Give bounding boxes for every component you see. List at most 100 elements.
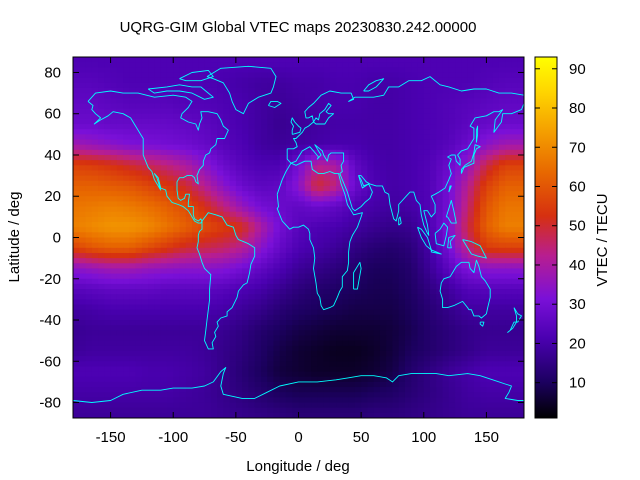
heatmap-cell bbox=[448, 314, 456, 321]
heatmap-cell bbox=[91, 87, 99, 94]
heatmap-cell bbox=[260, 335, 268, 342]
heatmap-cell bbox=[367, 103, 375, 110]
heatmap-cell bbox=[85, 402, 93, 409]
heatmap-cell bbox=[210, 82, 218, 89]
heatmap-cell bbox=[141, 268, 149, 275]
heatmap-cell bbox=[342, 309, 350, 316]
heatmap-cell bbox=[505, 330, 513, 337]
heatmap-cell bbox=[173, 103, 181, 110]
heatmap-cell bbox=[98, 299, 105, 306]
heatmap-cell bbox=[135, 165, 143, 172]
heatmap-cell bbox=[292, 108, 300, 115]
heatmap-cell bbox=[329, 335, 337, 342]
heatmap-cell bbox=[417, 67, 425, 74]
heatmap-cell bbox=[492, 201, 500, 208]
heatmap-cell bbox=[486, 299, 494, 306]
heatmap-cell bbox=[129, 124, 137, 130]
heatmap-cell bbox=[135, 103, 143, 110]
heatmap-cell bbox=[455, 154, 462, 161]
heatmap-cell bbox=[135, 98, 143, 105]
heatmap-cell bbox=[242, 345, 249, 352]
heatmap-cell bbox=[104, 294, 112, 300]
heatmap-cell bbox=[292, 247, 300, 254]
heatmap-cell bbox=[379, 258, 387, 264]
heatmap-cell bbox=[229, 175, 237, 182]
heatmap-cell bbox=[148, 180, 156, 187]
heatmap-cell bbox=[198, 206, 206, 213]
heatmap-cell bbox=[423, 314, 431, 321]
heatmap-cell bbox=[192, 381, 199, 388]
heatmap-cell bbox=[185, 216, 193, 223]
heatmap-cell bbox=[398, 118, 406, 125]
heatmap-cell bbox=[348, 87, 356, 94]
heatmap-cell bbox=[73, 320, 80, 326]
heatmap-cell bbox=[273, 67, 281, 74]
heatmap-cell bbox=[179, 170, 187, 177]
heatmap-cell bbox=[505, 227, 513, 233]
heatmap-cell bbox=[323, 77, 331, 84]
heatmap-cell bbox=[492, 134, 500, 141]
heatmap-cell bbox=[160, 314, 168, 321]
heatmap-cell bbox=[285, 387, 293, 393]
heatmap-cell bbox=[116, 103, 124, 110]
heatmap-cell bbox=[511, 98, 519, 105]
heatmap-cell bbox=[217, 87, 224, 94]
heatmap-cell bbox=[223, 160, 231, 166]
heatmap-cell bbox=[404, 113, 412, 120]
heatmap-cell bbox=[404, 247, 412, 254]
heatmap-cell bbox=[116, 361, 124, 368]
heatmap-cell bbox=[135, 232, 143, 239]
heatmap-cell bbox=[361, 335, 368, 342]
heatmap-cell bbox=[473, 247, 481, 254]
heatmap-cell bbox=[423, 98, 431, 105]
heatmap-cell bbox=[273, 304, 281, 311]
heatmap-cell bbox=[104, 149, 112, 156]
heatmap-cell bbox=[323, 381, 331, 388]
heatmap-cell bbox=[317, 206, 325, 213]
heatmap-cell bbox=[398, 87, 406, 94]
heatmap-cell bbox=[279, 57, 287, 63]
heatmap-cell bbox=[304, 278, 312, 285]
heatmap-cell bbox=[404, 294, 412, 300]
heatmap-cell bbox=[448, 129, 456, 135]
heatmap-cell bbox=[492, 381, 500, 388]
heatmap-cell bbox=[386, 170, 394, 177]
heatmap-cell bbox=[98, 87, 105, 94]
heatmap-cell bbox=[254, 77, 262, 84]
heatmap-cell bbox=[192, 201, 199, 208]
heatmap-cell bbox=[192, 62, 199, 68]
heatmap-cell bbox=[498, 345, 506, 352]
heatmap-cell bbox=[392, 149, 400, 156]
heatmap-cell bbox=[91, 320, 99, 326]
heatmap-cell bbox=[91, 330, 99, 337]
heatmap-cell bbox=[116, 412, 124, 418]
heatmap-cell bbox=[154, 160, 162, 166]
heatmap-cell bbox=[235, 289, 243, 295]
heatmap-cell bbox=[436, 392, 444, 398]
heatmap-cell bbox=[141, 160, 149, 166]
heatmap-cell bbox=[260, 175, 268, 182]
heatmap-cell bbox=[166, 103, 174, 110]
heatmap-cell bbox=[329, 289, 337, 295]
heatmap-cell bbox=[342, 304, 350, 311]
heatmap-cell bbox=[110, 330, 118, 337]
heatmap-cell bbox=[329, 304, 337, 311]
heatmap-cell bbox=[505, 402, 513, 409]
heatmap-cell bbox=[298, 252, 306, 259]
heatmap-cell bbox=[517, 185, 524, 192]
heatmap-cell bbox=[79, 252, 87, 259]
heatmap-cell bbox=[455, 314, 462, 321]
heatmap-cell bbox=[336, 340, 343, 347]
heatmap-cell bbox=[517, 134, 524, 141]
heatmap-cell bbox=[336, 216, 343, 223]
heatmap-cell bbox=[473, 196, 481, 202]
heatmap-cell bbox=[354, 191, 362, 197]
heatmap-cell bbox=[323, 67, 331, 74]
heatmap-cell bbox=[342, 57, 350, 63]
heatmap-cell bbox=[430, 222, 437, 228]
heatmap-cell bbox=[392, 350, 400, 357]
heatmap-cell bbox=[423, 325, 431, 331]
heatmap-cell bbox=[179, 98, 187, 105]
heatmap-cell bbox=[254, 180, 262, 187]
heatmap-cell bbox=[417, 180, 425, 187]
